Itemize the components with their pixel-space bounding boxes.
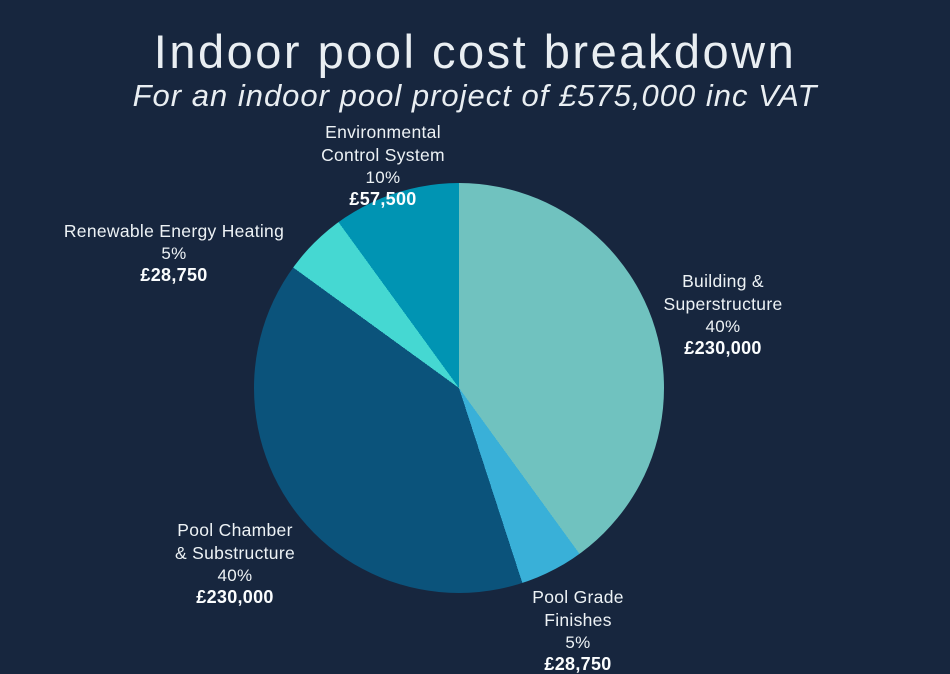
slice-amount: £28,750 [140, 265, 208, 285]
chart-title: Indoor pool cost breakdown [153, 25, 797, 78]
slice-percent: 5% [161, 244, 187, 263]
slice-amount: £28,750 [544, 654, 612, 674]
slice-name: Building & [682, 271, 764, 291]
slice-amount: £230,000 [684, 338, 762, 358]
slice-amount: £230,000 [196, 587, 274, 607]
slice-name: Pool Grade [532, 587, 624, 607]
slice-name: Pool Chamber [177, 520, 293, 540]
slice-percent: 40% [217, 566, 253, 585]
slice-name: & Substructure [175, 543, 295, 563]
chart-subtitle: For an indoor pool project of £575,000 i… [132, 78, 818, 113]
slice-percent: 10% [365, 168, 401, 187]
slice-name: Superstructure [663, 294, 783, 314]
slice-percent: 40% [705, 317, 741, 336]
label-environmental-control-system: Environmental Control System 10% £57,500 [321, 121, 445, 209]
label-pool-grade-finishes: Pool Grade Finishes 5% £28,750 [532, 586, 624, 674]
slice-name: Environmental [325, 122, 441, 142]
label-renewable-energy-heating: Renewable Energy Heating 5% £28,750 [64, 220, 284, 285]
slice-name: Finishes [544, 610, 612, 630]
slice-amount: £57,500 [349, 189, 417, 209]
slice-name: Renewable Energy Heating [63, 221, 285, 241]
pie-chart [254, 183, 664, 593]
label-building-superstructure: Building & Superstructure 40% £230,000 [664, 270, 783, 358]
slice-percent: 5% [565, 633, 591, 652]
label-pool-chamber-substructure: Pool Chamber & Substructure 40% £230,000 [175, 519, 295, 607]
slice-name: Control System [321, 145, 445, 165]
